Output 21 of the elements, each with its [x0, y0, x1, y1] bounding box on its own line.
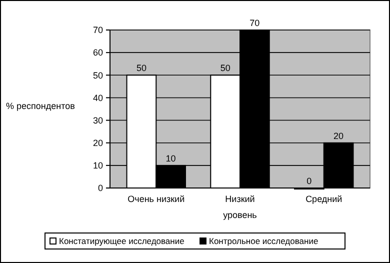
x-tick-label: Очень низкий — [128, 194, 185, 204]
y-tick-label: 0 — [98, 183, 103, 194]
x-axis-title: уровень — [223, 210, 258, 220]
data-label: 70 — [250, 18, 260, 28]
y-tick-label: 30 — [92, 115, 103, 126]
y-tick-label: 10 — [92, 160, 103, 171]
y-tick-label: 20 — [92, 138, 103, 148]
x-tick-label: Низкий — [225, 194, 255, 204]
legend-label: Констатирующее исследование — [59, 236, 185, 246]
data-label: 0 — [306, 176, 312, 186]
x-tick-label: Средний — [306, 194, 342, 204]
data-label: 50 — [136, 63, 146, 74]
legend-label: Контрольное исследование — [209, 236, 318, 246]
data-label: 20 — [334, 130, 344, 141]
y-tick-label: 60 — [92, 48, 103, 58]
y-tick-label: 40 — [92, 92, 103, 103]
y-tick-label: 50 — [92, 70, 103, 80]
y-axis-title: % респондентов — [6, 101, 76, 111]
data-label: 50 — [220, 63, 230, 74]
y-tick-label: 70 — [92, 25, 103, 36]
data-label: 10 — [166, 153, 176, 164]
